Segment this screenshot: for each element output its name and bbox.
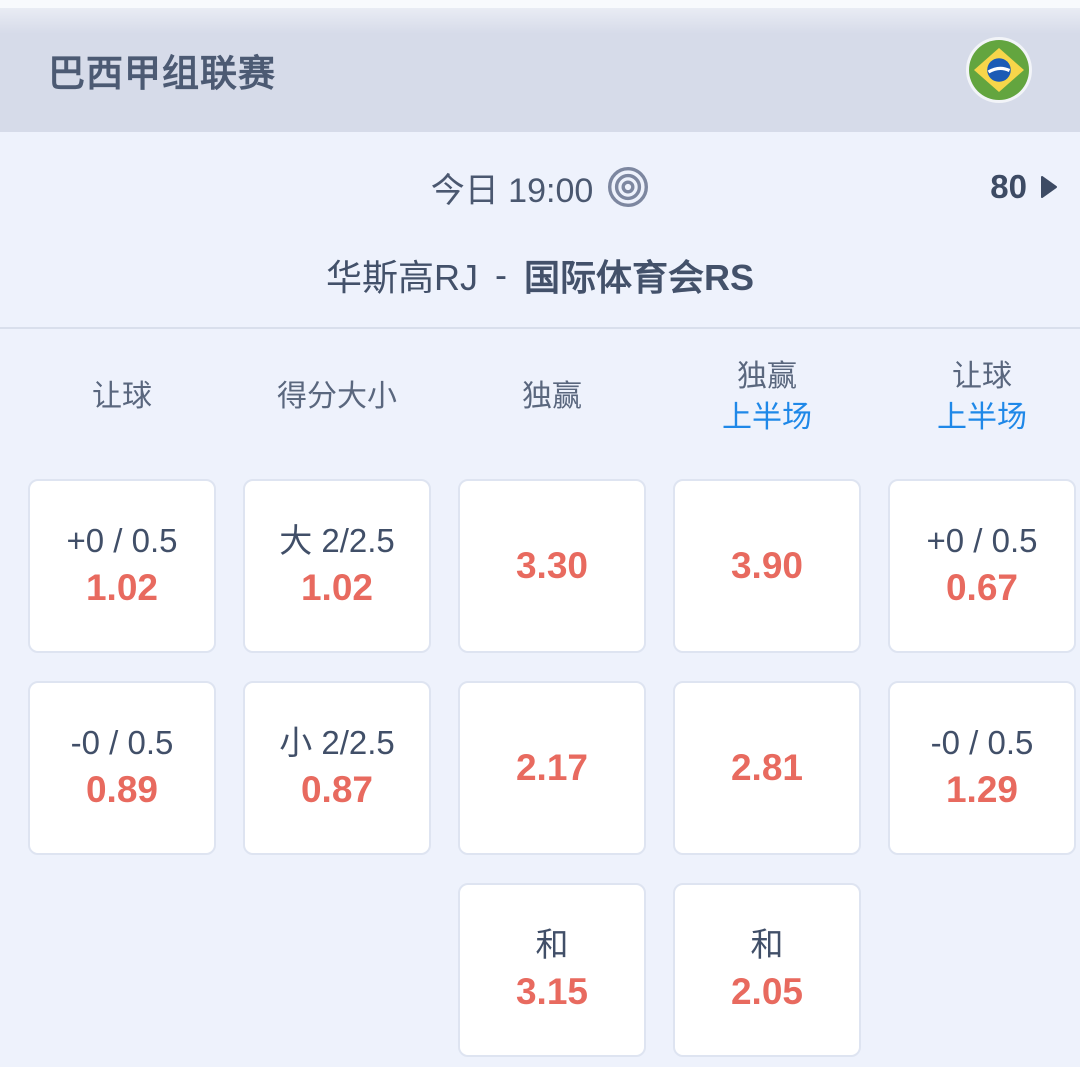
odds-value: 1.29 bbox=[945, 769, 1018, 811]
away-team-name: 国际体育会RS bbox=[523, 257, 754, 298]
odds-cell-over[interactable]: 大 2/2.5 1.02 bbox=[243, 479, 431, 653]
bullseye-live-icon bbox=[607, 166, 649, 208]
odds-value: 0.67 bbox=[945, 567, 1018, 609]
match-teams-link[interactable]: 华斯高RJ - 国际体育会RS bbox=[0, 250, 1080, 300]
column-header-moneyline: 独赢 bbox=[458, 343, 646, 451]
odds-value: 1.02 bbox=[300, 567, 373, 609]
odds-line: 大 2/2.5 bbox=[279, 522, 395, 559]
home-team-name: 华斯高RJ bbox=[325, 257, 478, 298]
odds-line: 小 2/2.5 bbox=[279, 724, 395, 761]
odds-grid: 让球 得分大小 独赢 独赢 上半场 让球 上半场 +0 / 0.5 1.02 bbox=[28, 343, 1080, 1057]
odds-cell-handicap-first-half-home[interactable]: +0 / 0.5 0.67 bbox=[888, 479, 1076, 653]
odds-line: -0 / 0.5 bbox=[930, 724, 1034, 761]
odds-value: 3.30 bbox=[515, 544, 588, 586]
odds-cell-moneyline-first-half-home[interactable]: 3.90 bbox=[673, 479, 861, 653]
chevron-right-icon bbox=[1040, 175, 1058, 199]
odds-value: 0.89 bbox=[85, 769, 158, 811]
odds-cell-moneyline-first-half-draw[interactable]: 和 2.05 bbox=[673, 883, 861, 1057]
odds-cell-moneyline-away[interactable]: 2.17 bbox=[458, 681, 646, 855]
team-separator: - bbox=[494, 254, 507, 295]
column-label: 得分大小 bbox=[277, 380, 397, 413]
column-header-handicap: 让球 bbox=[28, 343, 216, 451]
column-sublabel: 上半场 bbox=[937, 400, 1027, 434]
odds-cell-handicap-home[interactable]: +0 / 0.5 1.02 bbox=[28, 479, 216, 653]
match-info: 今日 19:00 80 华斯高RJ - bbox=[0, 132, 1080, 329]
odds-line: -0 / 0.5 bbox=[70, 724, 174, 761]
odds-cell-under[interactable]: 小 2/2.5 0.87 bbox=[243, 681, 431, 855]
odds-cell-handicap-first-half-away[interactable]: -0 / 0.5 1.29 bbox=[888, 681, 1076, 855]
league-header: 巴西甲组联赛 bbox=[0, 8, 1080, 132]
odds-value: 3.90 bbox=[730, 544, 803, 586]
column-header-moneyline-first-half: 独赢 上半场 bbox=[673, 343, 861, 451]
odds-line: +0 / 0.5 bbox=[926, 522, 1038, 559]
match-time-row: 今日 19:00 bbox=[0, 162, 1080, 212]
odds-cell-moneyline-home[interactable]: 3.30 bbox=[458, 479, 646, 653]
more-markets-button[interactable]: 80 bbox=[990, 162, 1058, 212]
column-label: 让球 bbox=[92, 380, 152, 413]
column-label: 独赢 bbox=[522, 380, 582, 413]
odds-line: 和 bbox=[750, 926, 784, 963]
odds-value: 2.17 bbox=[515, 746, 588, 788]
column-label: 让球 bbox=[952, 359, 1012, 393]
odds-value: 1.02 bbox=[85, 567, 158, 609]
odds-cell-moneyline-draw[interactable]: 和 3.15 bbox=[458, 883, 646, 1057]
markets-count: 80 bbox=[990, 168, 1027, 205]
league-title: 巴西甲组联赛 bbox=[48, 53, 276, 94]
column-label: 独赢 bbox=[737, 359, 797, 393]
top-strip bbox=[0, 0, 1080, 8]
odds-table: 让球 得分大小 独赢 独赢 上半场 让球 上半场 +0 / 0.5 1.02 bbox=[0, 329, 1080, 1057]
column-sublabel: 上半场 bbox=[722, 400, 812, 434]
odds-line: 和 bbox=[535, 926, 569, 963]
brazil-flag-icon bbox=[966, 37, 1032, 103]
match-time: 今日 19:00 bbox=[430, 171, 594, 210]
odds-cell-moneyline-first-half-away[interactable]: 2.81 bbox=[673, 681, 861, 855]
odds-value: 0.87 bbox=[300, 769, 373, 811]
odds-value: 2.81 bbox=[730, 746, 803, 788]
column-header-handicap-first-half: 让球 上半场 bbox=[888, 343, 1076, 451]
odds-line: +0 / 0.5 bbox=[66, 522, 178, 559]
odds-cell-handicap-away[interactable]: -0 / 0.5 0.89 bbox=[28, 681, 216, 855]
column-header-over-under: 得分大小 bbox=[243, 343, 431, 451]
odds-value: 2.05 bbox=[730, 971, 803, 1013]
odds-value: 3.15 bbox=[515, 971, 588, 1013]
